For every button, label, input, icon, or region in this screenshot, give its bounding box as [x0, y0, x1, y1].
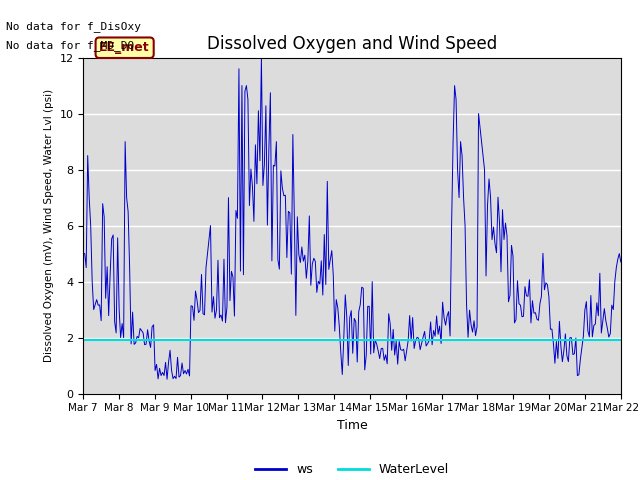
Text: EE_met: EE_met [99, 41, 150, 54]
ws [260, 162, 268, 168]
WaterLevel [239, 337, 247, 343]
WaterLevel [617, 337, 625, 343]
ws [269, 162, 277, 168]
Title: Dissolved Oxygen and Wind Speed: Dissolved Oxygen and Wind Speed [207, 35, 497, 53]
ws [317, 258, 325, 264]
ws [257, 55, 265, 60]
X-axis label: Time: Time [337, 419, 367, 432]
Text: No data for f_MD_DO: No data for f_MD_DO [6, 40, 134, 51]
WaterLevel [587, 337, 595, 343]
WaterLevel [314, 337, 322, 343]
WaterLevel [257, 337, 265, 343]
ws [617, 259, 625, 265]
ws [145, 338, 153, 344]
Legend: ws, WaterLevel: ws, WaterLevel [250, 458, 454, 480]
Y-axis label: Dissolved Oxygen (mV), Wind Speed, Water Lvl (psi): Dissolved Oxygen (mV), Wind Speed, Water… [44, 89, 54, 362]
WaterLevel [145, 337, 153, 343]
ws [79, 251, 87, 256]
ws [590, 323, 598, 328]
WaterLevel [79, 337, 87, 343]
ws [163, 376, 171, 382]
WaterLevel [266, 337, 274, 343]
ws [241, 88, 249, 94]
Text: No data for f_DisOxy: No data for f_DisOxy [6, 21, 141, 32]
Line: ws: ws [83, 58, 621, 379]
